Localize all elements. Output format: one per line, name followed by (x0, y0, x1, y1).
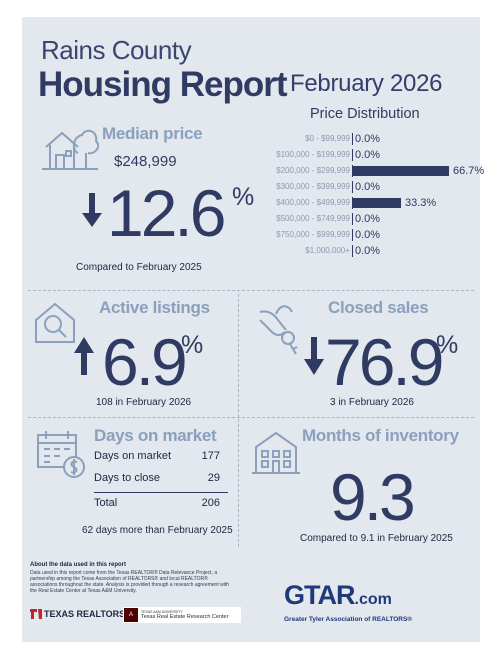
price-range-label: $750,000 - $999,999 (276, 230, 350, 239)
divider (238, 294, 239, 547)
buildings-icon (250, 429, 302, 475)
dom-row-days-on-market: Days on market 177 (94, 450, 226, 462)
median-price-value: $248,999 (114, 153, 177, 170)
price-percent: 0.0% (355, 133, 381, 145)
dom-label: Days on market (94, 450, 172, 462)
gtar-subtitle: Greater Tyler Association of REALTORS® (284, 616, 413, 623)
price-row: $0 - $99,999 0.0% (234, 132, 474, 146)
price-percent: 0.0% (355, 149, 381, 161)
calendar-dollar-icon (36, 429, 88, 479)
texas-realtors-logo: TEXAS REALTORS (30, 609, 125, 619)
texas-realtors-mark-icon (30, 609, 42, 619)
divider (28, 290, 474, 291)
price-bar (353, 198, 401, 208)
months-inventory-note: Compared to 9.1 in February 2025 (300, 533, 453, 544)
price-row: $200,000 - $299,999 66.7% (234, 164, 484, 178)
price-percent: 0.0% (355, 213, 381, 225)
total-rule (94, 492, 228, 493)
footer-text: Data used in this report come from the T… (30, 570, 230, 594)
dom-row-total: Total 206 (94, 497, 226, 509)
months-inventory-value: 9.3 (330, 460, 416, 534)
price-range-label: $200,000 - $299,999 (276, 166, 350, 175)
house-search-icon (32, 300, 78, 344)
price-range-label: $400,000 - $499,999 (276, 198, 350, 207)
report-page: Rains County Housing Report February 202… (22, 17, 484, 642)
report-title: Housing Report (38, 65, 287, 104)
active-listings-change: 6.9 (102, 325, 188, 399)
price-axis-tick (352, 181, 353, 193)
dom-value: 177 (201, 450, 220, 462)
dom-row-days-to-close: Days to close 29 (94, 472, 226, 484)
price-row: $300,000 - $399,999 0.0% (234, 180, 474, 194)
price-axis-tick (352, 213, 353, 225)
price-axis-tick (352, 165, 353, 177)
price-row: $1,000,000+ 0.0% (234, 244, 474, 258)
price-range-label: $1,000,000+ (305, 246, 350, 255)
price-percent: 0.0% (355, 245, 381, 257)
price-range-label: $500,000 - $749,999 (276, 214, 350, 223)
tamu-mark-icon: A (124, 608, 138, 622)
price-axis-tick (352, 245, 353, 257)
price-percent: 66.7% (453, 165, 485, 177)
price-percent: 0.0% (355, 229, 381, 241)
median-price-change: 12.6 (107, 176, 226, 250)
gtar-dotcom: .com (354, 591, 392, 608)
median-price-note: Compared to February 2025 (76, 262, 202, 273)
price-row: $100,000 - $199,999 0.0% (234, 148, 474, 162)
price-distribution-title: Price Distribution (310, 106, 420, 122)
price-range-label: $300,000 - $399,999 (276, 182, 350, 191)
texas-realtors-text: TEXAS REALTORS (44, 609, 126, 619)
price-bar (353, 166, 449, 176)
divider (28, 417, 474, 418)
hand-key-icon (258, 300, 306, 358)
dom-value: 29 (207, 472, 220, 484)
report-month: February 2026 (290, 70, 443, 97)
price-axis-tick (352, 133, 353, 145)
dom-label: Total (94, 497, 118, 509)
footer-heading: About the data used in this report (30, 562, 127, 568)
tamu-small-text: TEXAS A&M UNIVERSITY (141, 610, 183, 614)
price-range-label: $100,000 - $199,999 (276, 150, 350, 159)
price-axis-tick (352, 197, 353, 209)
county-name: Rains County (41, 35, 192, 65)
house-tree-icon (38, 123, 102, 171)
active-listings-pct-sign: % (181, 331, 204, 359)
price-row: $750,000 - $999,999 0.0% (234, 228, 474, 242)
active-listings-title: Active listings (99, 298, 210, 317)
closed-sales-title: Closed sales (328, 298, 429, 317)
price-row: $400,000 - $499,999 33.3% (234, 196, 474, 210)
price-percent: 33.3% (405, 197, 437, 209)
price-axis-tick (352, 149, 353, 161)
gtar-logo: GTAR .com (284, 580, 392, 611)
price-range-label: $0 - $99,999 (305, 134, 350, 143)
gtar-wordmark: GTAR (284, 580, 355, 610)
tamu-center-text: Texas Real Estate Research Center (141, 614, 229, 620)
price-percent: 0.0% (355, 181, 381, 193)
dom-label: Days to close (94, 472, 161, 484)
tamu-logo: A TEXAS A&M UNIVERSITY Texas Real Estate… (123, 607, 241, 623)
dom-value: 206 (201, 497, 220, 509)
days-on-market-note: 62 days more than February 2025 (82, 525, 233, 536)
closed-sales-pct-sign: % (436, 331, 459, 359)
median-price-title: Median price (102, 124, 203, 143)
closed-sales-change: 76.9 (325, 325, 444, 399)
months-inventory-title: Months of inventory (302, 426, 459, 445)
price-axis-tick (352, 229, 353, 241)
closed-sales-note: 3 in February 2026 (330, 397, 414, 408)
days-on-market-title: Days on market (94, 426, 217, 445)
arrow-down-icon (304, 337, 324, 375)
median-price-pct-sign: % (232, 183, 255, 211)
arrow-up-icon (74, 337, 94, 375)
active-listings-note: 108 in February 2026 (96, 397, 192, 408)
price-row: $500,000 - $749,999 0.0% (234, 212, 474, 226)
arrow-down-icon (82, 193, 102, 227)
